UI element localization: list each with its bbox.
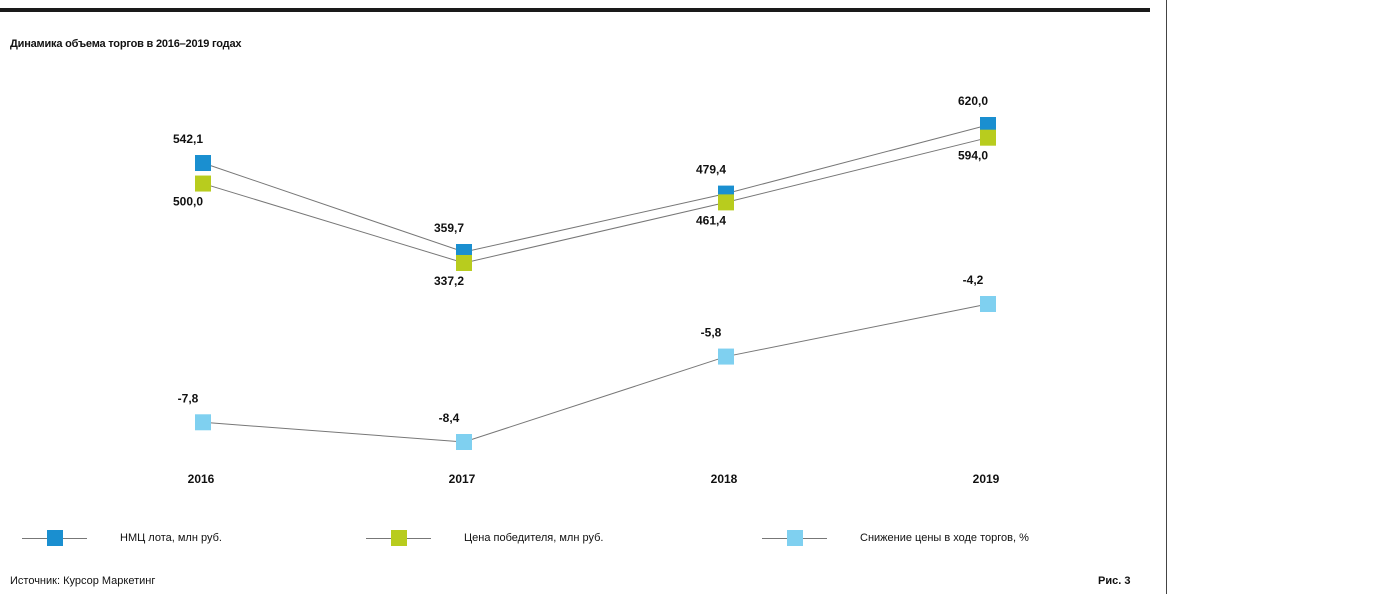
series-line-nmc	[202, 124, 989, 253]
data-label-winner-2016: 500,0	[173, 195, 203, 209]
legend-item-nmc: НМЦ лота, млн руб.	[22, 524, 352, 554]
data-label-nmc-2019: 620,0	[958, 94, 988, 108]
point-decrease-2016	[195, 414, 211, 431]
legend-item-decrease: Снижение цены в ходе торгов, %	[762, 524, 1142, 554]
data-label-nmc-2018: 479,4	[696, 163, 726, 177]
series-line-decrease	[202, 303, 989, 443]
legend-label-winner: Цена победителя, млн руб.	[464, 532, 604, 544]
point-nmc-2016	[195, 155, 211, 172]
data-label-decrease-2019: -4,2	[963, 273, 984, 287]
legend-item-winner: Цена победителя, млн руб.	[366, 524, 726, 554]
legend-swatch-winner	[391, 530, 407, 546]
point-nmc-2019	[980, 117, 996, 133]
data-label-nmc-2017: 359,7	[434, 221, 464, 235]
top-rule	[0, 8, 1150, 12]
point-winner-2018	[718, 194, 734, 211]
x-tick-2016: 2016	[188, 472, 215, 486]
point-decrease-2019	[980, 296, 996, 312]
data-label-nmc-2016: 542,1	[173, 132, 203, 146]
series-line-winner	[202, 137, 989, 264]
data-label-decrease-2017: -8,4	[439, 411, 460, 425]
right-border	[1166, 0, 1167, 594]
data-label-winner-2017: 337,2	[434, 274, 464, 288]
point-winner-2019	[980, 129, 996, 146]
legend: НМЦ лота, млн руб. Цена победителя, млн …	[0, 524, 1150, 554]
legend-label-nmc: НМЦ лота, млн руб.	[120, 532, 222, 544]
data-label-winner-2019: 594,0	[958, 149, 988, 163]
source-note: Источник: Курсор Маркетинг	[10, 575, 156, 587]
point-winner-2016	[195, 175, 211, 192]
x-tick-2017: 2017	[449, 472, 476, 486]
data-label-winner-2018: 461,4	[696, 213, 726, 227]
x-tick-2019: 2019	[973, 472, 1000, 486]
legend-label-decrease: Снижение цены в ходе торгов, %	[860, 532, 1029, 544]
data-label-decrease-2016: -7,8	[178, 391, 199, 405]
legend-swatch-decrease	[787, 530, 803, 546]
point-decrease-2018	[718, 348, 734, 365]
data-label-decrease-2018: -5,8	[701, 326, 722, 340]
chart-figure: Динамика объема торгов в 2016–2019 годах…	[0, 8, 1150, 587]
point-winner-2017	[456, 254, 472, 271]
point-decrease-2017	[456, 434, 472, 450]
x-tick-2018: 2018	[711, 472, 738, 486]
figure-label: Рис. 3	[1098, 575, 1131, 587]
plot-area: 542,1 359,7 479,4 620,0 500,0 337,2 461,4 594,0…	[173, 94, 1000, 486]
chart-title: Динамика объема торгов в 2016–2019 годах	[10, 38, 242, 50]
legend-swatch-nmc	[47, 530, 63, 546]
